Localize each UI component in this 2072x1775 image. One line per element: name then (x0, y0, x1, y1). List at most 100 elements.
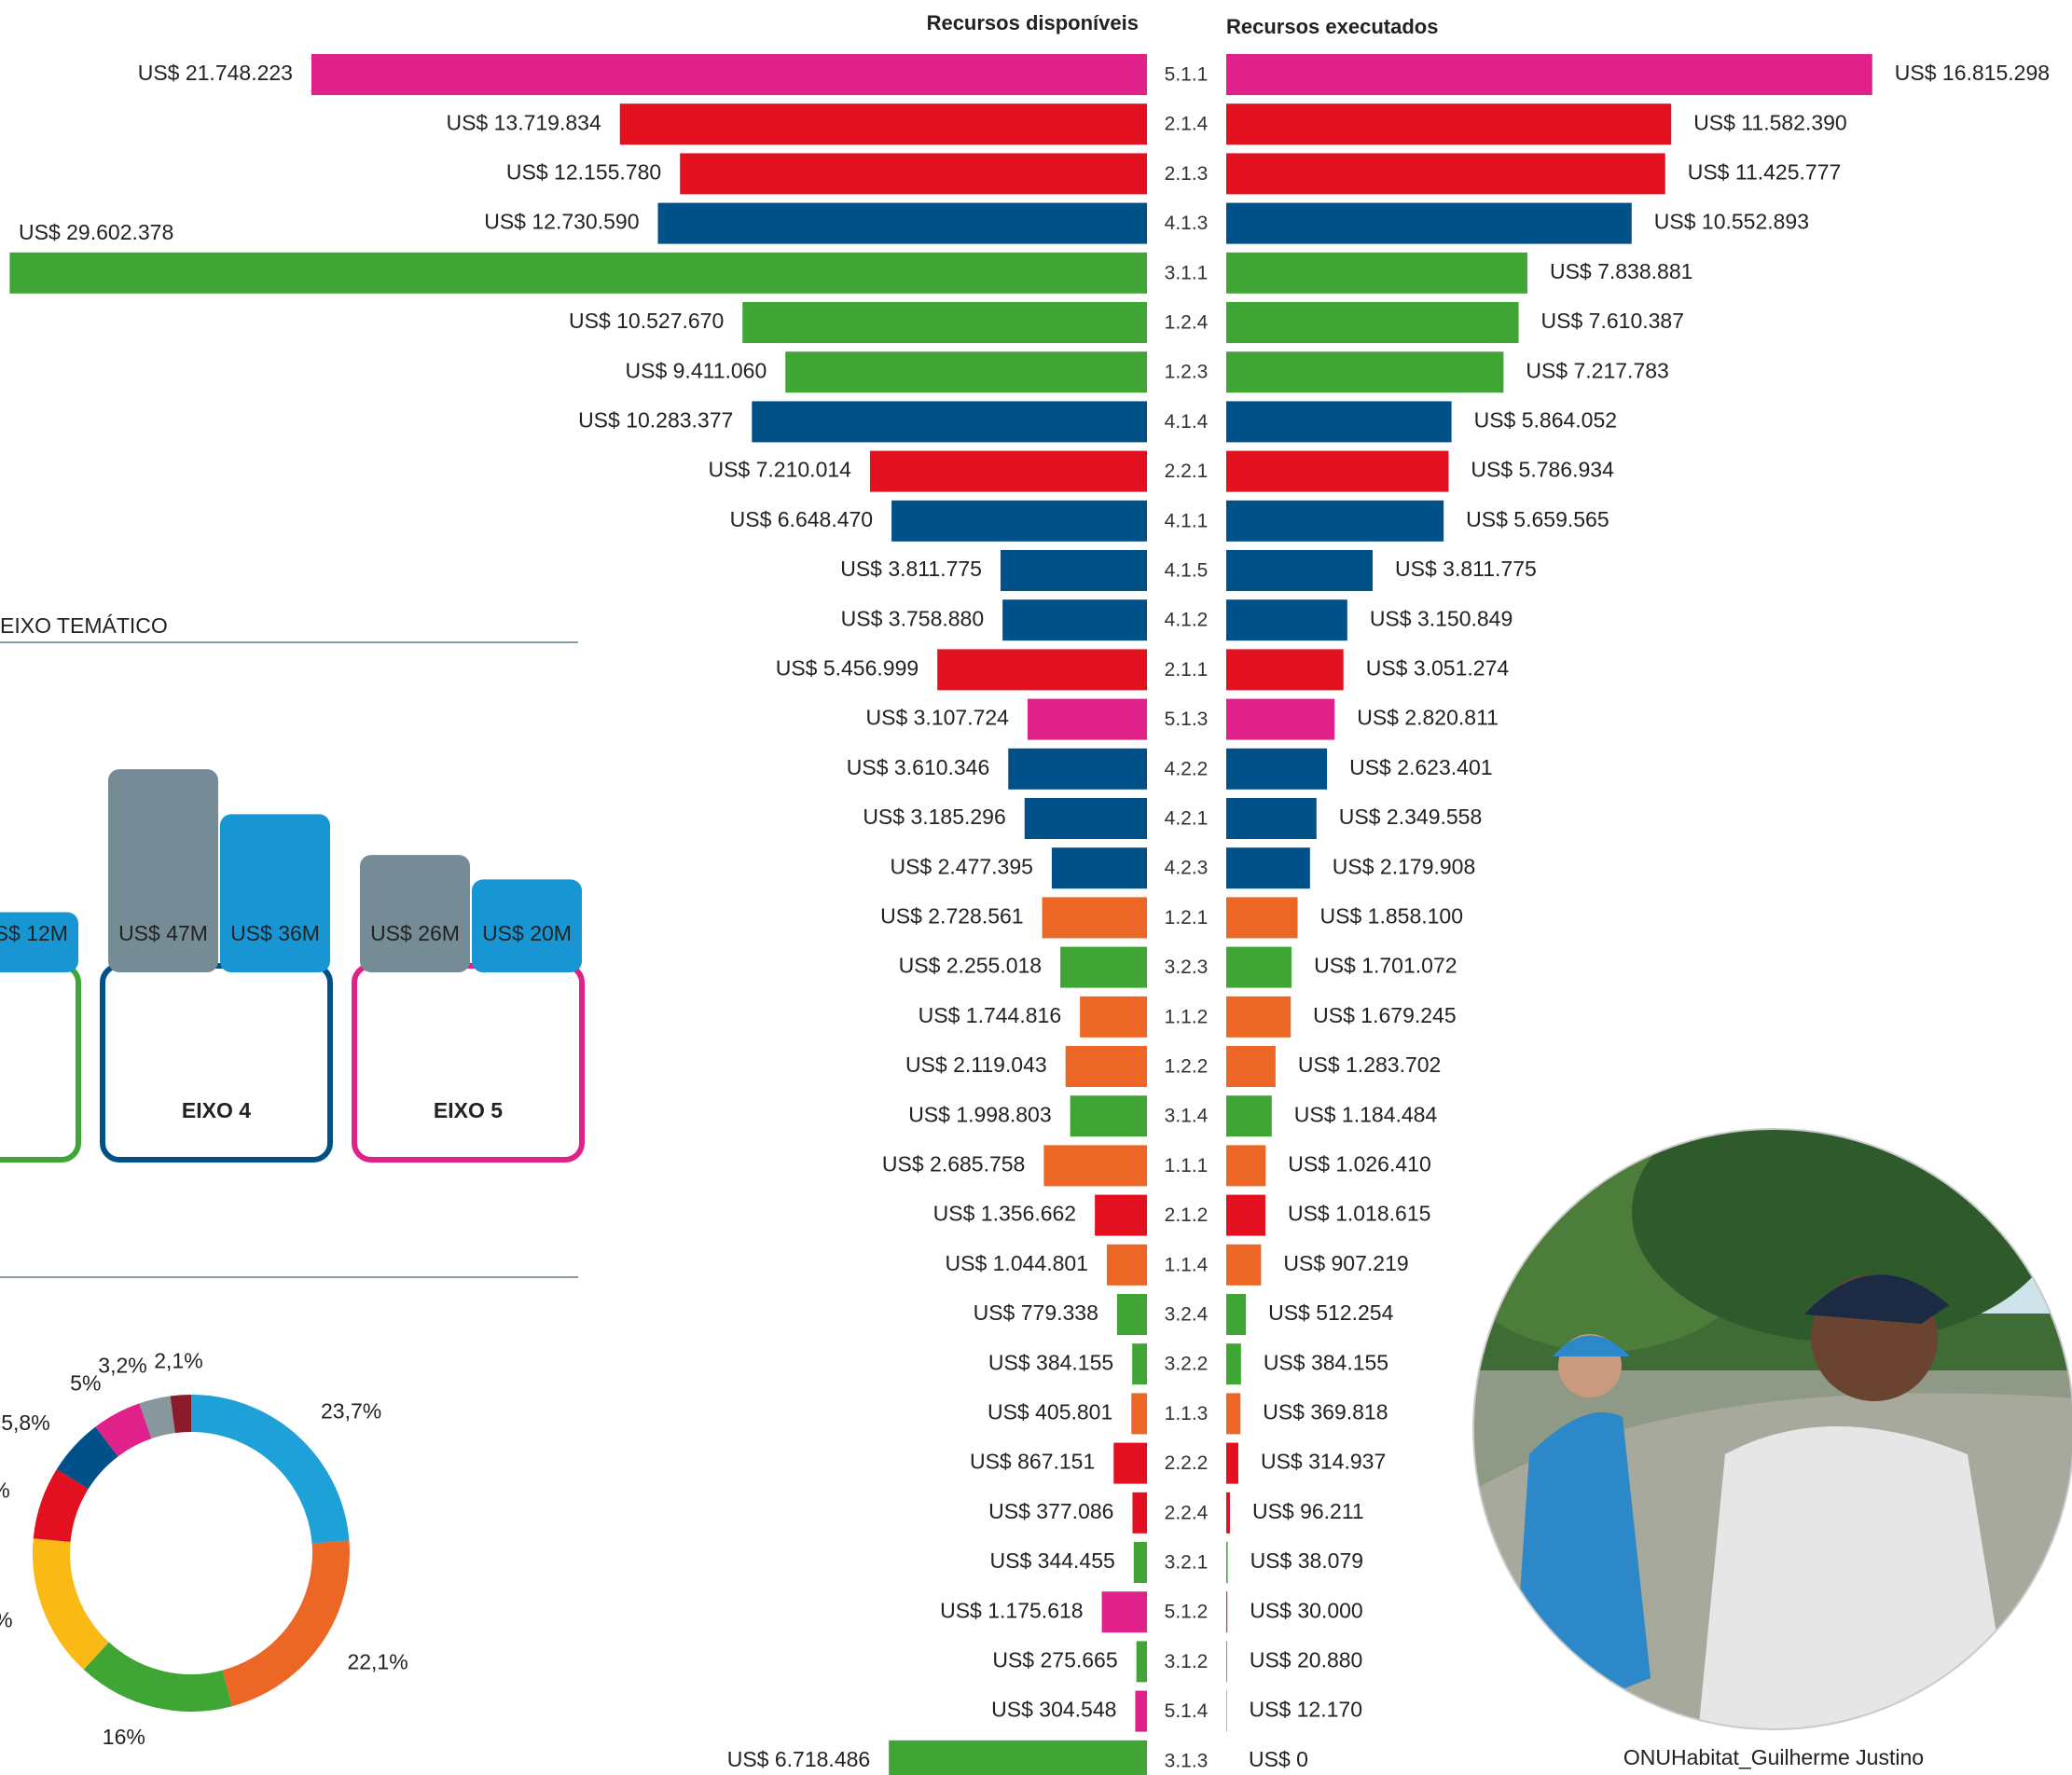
value-label: US$ 512.254 (1268, 1300, 1393, 1325)
bar-available (889, 1740, 1147, 1775)
value-label: US$ 9.411.060 (626, 358, 767, 382)
bar-available (1116, 1294, 1147, 1335)
bar-executed (1226, 996, 1292, 1038)
category-code: 5.1.1 (1165, 64, 1209, 86)
category-code: 2.1.3 (1165, 163, 1209, 185)
value-label: US$ 1.744.816 (919, 1003, 1061, 1027)
category-code: 2.2.2 (1165, 1452, 1209, 1474)
value-label: US$ 3.811.775 (840, 557, 982, 581)
column (108, 769, 218, 972)
value-label: US$ 0 (1249, 1747, 1308, 1771)
category-code: 4.1.1 (1165, 510, 1209, 531)
category-code: 2.2.4 (1165, 1502, 1209, 1523)
value-label: US$ 1.018.615 (1288, 1202, 1430, 1226)
value-label: US$ 96.211 (1252, 1499, 1364, 1523)
value-label: US$ 779.338 (974, 1300, 1098, 1325)
value-label: US$ 6.648.470 (730, 507, 873, 531)
photo-caption: ONUHabitat_Guilherme Justino (1623, 1745, 1924, 1769)
bar-executed (1226, 1294, 1247, 1335)
bar-available (1131, 1393, 1147, 1435)
bar-executed (1226, 897, 1298, 939)
bar-available (1070, 1095, 1147, 1137)
section-title: EIXO TEMÁTICO (0, 613, 168, 638)
bar-executed (1226, 103, 1672, 145)
donut-slice (170, 1395, 192, 1434)
category-code: 4.1.4 (1165, 411, 1209, 433)
value-label: US$ 1.858.100 (1320, 903, 1463, 928)
bar-available (1043, 1145, 1147, 1187)
value-label: US$ 13.719.834 (446, 110, 601, 134)
bar-executed (1226, 54, 1872, 95)
value-label: US$ 10.527.670 (569, 309, 724, 333)
bar-available (742, 302, 1147, 343)
bar-available (1042, 897, 1147, 939)
category-code: 1.1.1 (1165, 1155, 1209, 1176)
bar-available (1008, 748, 1147, 790)
photo (1473, 1129, 2072, 1729)
value-label: US$ 7.217.783 (1526, 358, 1668, 382)
column (220, 814, 330, 972)
category-code: 4.2.3 (1165, 858, 1209, 879)
bar-available (785, 351, 1147, 393)
value-label: US$ 3.051.274 (1366, 655, 1510, 680)
bar-executed (1226, 1095, 1272, 1137)
value-label: US$ 1.184.484 (1294, 1102, 1438, 1126)
column-label: US$ 12M (0, 921, 68, 945)
bar-available (657, 202, 1147, 244)
value-label: US$ 1.026.410 (1288, 1151, 1430, 1176)
bar-executed (1226, 351, 1504, 393)
bar-available (619, 103, 1147, 145)
value-label: US$ 3.610.346 (847, 755, 989, 779)
value-label: US$ 907.219 (1283, 1251, 1408, 1275)
value-label: US$ 1.356.662 (933, 1202, 1076, 1226)
column-label: US$ 36M (230, 921, 320, 945)
donut-slice (56, 1426, 118, 1490)
value-label: US$ 10.283.377 (578, 407, 733, 432)
category-code: 1.2.2 (1165, 1056, 1209, 1078)
bar-executed (1226, 1194, 1265, 1236)
bar-executed (1226, 798, 1317, 839)
bar-available (1101, 1591, 1147, 1633)
donut-slice (139, 1396, 176, 1439)
value-label: US$ 2.255.018 (899, 954, 1042, 978)
bar-executed (1226, 202, 1632, 244)
bar-available (1065, 1046, 1147, 1087)
value-label: US$ 7.838.881 (1550, 259, 1692, 283)
category-code: 3.1.3 (1165, 1750, 1209, 1771)
category-code: 4.1.3 (1165, 213, 1209, 234)
value-label: US$ 3.811.775 (1395, 557, 1537, 581)
category-code: 1.1.3 (1165, 1403, 1209, 1424)
value-label: US$ 1.175.618 (940, 1598, 1083, 1622)
bar-available (311, 54, 1147, 95)
bar-executed (1226, 1641, 1227, 1683)
value-label: US$ 867.151 (970, 1450, 1095, 1474)
bar-available (9, 252, 1147, 294)
donut-label: 16% (103, 1725, 145, 1749)
value-label: US$ 2.623.401 (1349, 755, 1492, 779)
category-code: 3.1.4 (1165, 1106, 1209, 1127)
bar-available (1024, 798, 1147, 839)
series-title: Recursos executados (1226, 15, 1438, 38)
value-label: US$ 6.718.486 (727, 1747, 870, 1771)
bar-available (1002, 599, 1147, 641)
bar-available (1135, 1690, 1147, 1732)
value-label: US$ 304.548 (991, 1698, 1116, 1722)
bar-executed (1226, 302, 1519, 343)
column-label: US$ 20M (482, 921, 572, 945)
bar-executed (1226, 1591, 1228, 1633)
value-label: US$ 2.179.908 (1333, 854, 1475, 878)
category-code: 4.1.5 (1165, 560, 1209, 582)
value-label: US$ 10.552.893 (1654, 210, 1809, 234)
value-label: US$ 275.665 (992, 1647, 1117, 1672)
bar-available (1113, 1442, 1147, 1484)
category-code: 1.2.4 (1165, 312, 1209, 334)
value-label: US$ 314.937 (1261, 1450, 1386, 1474)
value-label: US$ 1.679.245 (1313, 1003, 1456, 1027)
value-label: US$ 11.582.390 (1693, 110, 1847, 134)
bar-executed (1226, 748, 1328, 790)
bar-executed (1226, 1046, 1276, 1087)
value-label: US$ 2.685.758 (882, 1151, 1025, 1176)
category-code: 5.1.3 (1165, 709, 1209, 730)
